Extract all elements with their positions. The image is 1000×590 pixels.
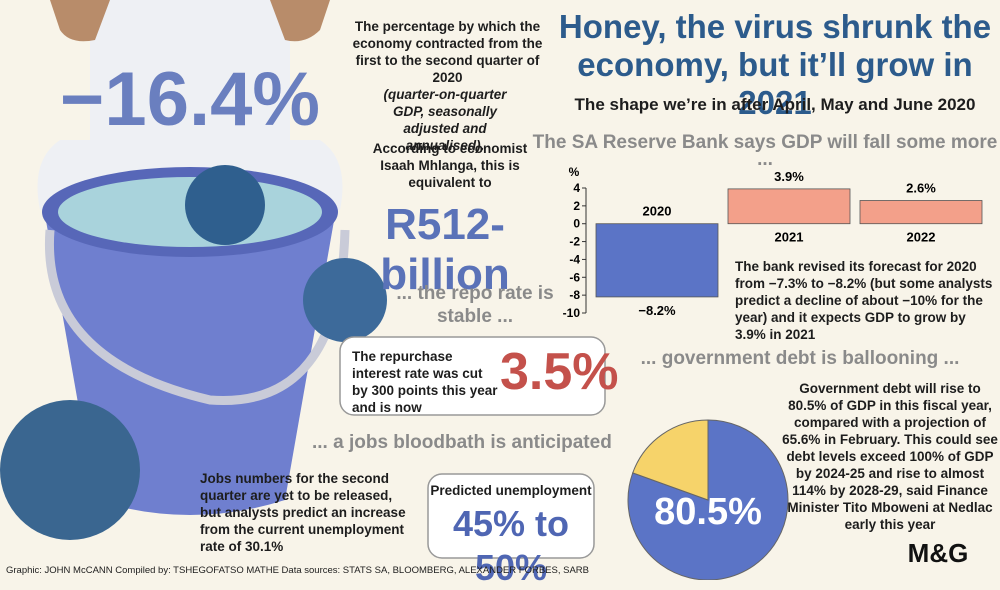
- box-label: Predicted unemployment: [430, 483, 592, 498]
- y-axis-label: %: [569, 165, 580, 179]
- repo-box: [339, 336, 606, 416]
- repo-heading: ... the repo rate is stable ...: [396, 283, 554, 327]
- value-label: 2.6%: [906, 181, 936, 196]
- bar: [727, 188, 851, 225]
- subtitle: The shape we’re in after April, May and …: [574, 95, 976, 114]
- virus-icon: [303, 258, 387, 342]
- hand: [50, 0, 110, 42]
- gdp-text: The percentage by which the economy cont…: [352, 19, 543, 85]
- pie-title: ... government debt is ballooning ...: [640, 348, 960, 369]
- credits: Graphic: JOHN McCANN Compiled by: TSHEGO…: [6, 565, 589, 576]
- bucket-illustration: [0, 0, 387, 540]
- category-label: 2021: [775, 230, 804, 245]
- repo-text: The repurchase interest rate was cut by …: [352, 349, 498, 415]
- virus-icon: [185, 165, 265, 245]
- amount: R512-billion: [380, 200, 510, 299]
- y-tick-label: 4: [573, 181, 580, 195]
- shirt: [37, 0, 343, 210]
- logo: M&G: [908, 538, 969, 568]
- pie-slice: [632, 419, 709, 501]
- y-tick-label: -6: [569, 270, 580, 284]
- big-figure: −16.4%: [60, 57, 320, 142]
- bar: [859, 200, 983, 225]
- category-label: 2020: [643, 204, 672, 219]
- gdp-note: (quarter-on-quarter GDP, seasonally adju…: [383, 87, 507, 153]
- jobs-text: Jobs numbers for the second quarter are …: [200, 471, 406, 554]
- debt-text: Government debt will rise to 80.5% of GD…: [782, 381, 998, 532]
- y-tick-label: -10: [563, 306, 581, 320]
- y-tick-label: -4: [569, 252, 580, 266]
- y-tick-label: -2: [569, 235, 580, 249]
- bar: [595, 223, 719, 298]
- unemployment-box: [427, 473, 595, 559]
- forecast-text: The bank revised its forecast for 2020 f…: [735, 259, 993, 342]
- value-label: 3.9%: [774, 169, 804, 184]
- repo-rate: 3.5%: [500, 343, 619, 401]
- virus-icon: [0, 400, 140, 540]
- y-tick-label: 2: [573, 199, 580, 213]
- value-label: −8.2%: [638, 303, 676, 318]
- hand: [270, 0, 330, 42]
- gdp-text: According to economist Isaah Mhlanga, th…: [372, 141, 528, 190]
- y-tick-label: -8: [569, 288, 580, 302]
- bar-title: The SA Reserve Bank says GDP will fall s…: [532, 132, 998, 170]
- title: Honey, the virus shrunk the economy, but…: [558, 8, 992, 121]
- jobs-heading: ... a jobs bloodbath is anticipated: [312, 432, 612, 453]
- category-label: 2022: [907, 230, 936, 245]
- y-tick-label: 0: [573, 217, 580, 231]
